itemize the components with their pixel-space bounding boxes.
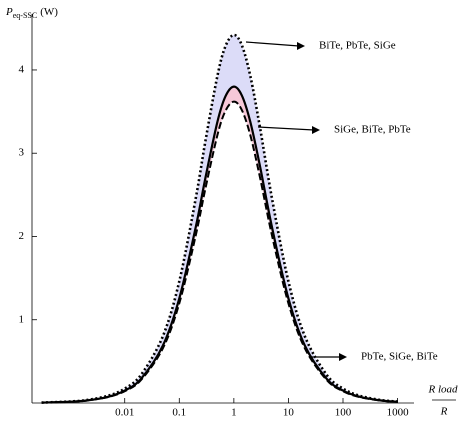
arrow-head bbox=[312, 126, 320, 134]
x-tick-label: 10 bbox=[283, 407, 295, 419]
x-tick-label: 1000 bbox=[387, 407, 410, 419]
y-label-unit: (W) bbox=[40, 6, 58, 18]
x-label-numerator: R load bbox=[427, 384, 458, 396]
annotation: SiGe, BiTe, PbTe bbox=[334, 124, 411, 136]
y-axis-label: Peq-SSC (W) bbox=[5, 6, 58, 20]
x-tick-label: 0.1 bbox=[172, 407, 186, 419]
arrow-head bbox=[297, 42, 305, 50]
x-label-denominator: R bbox=[440, 406, 448, 418]
arrow-head bbox=[339, 353, 347, 361]
x-tick-label: 1 bbox=[231, 407, 237, 419]
annotation: PbTe, SiGe, BiTe bbox=[361, 351, 438, 363]
y-label-sub: eq-SSC bbox=[13, 11, 37, 20]
y-tick-label: 1 bbox=[19, 313, 25, 325]
annotation: BiTe, PbTe, SiGe bbox=[319, 40, 396, 52]
annotation-arrow bbox=[257, 126, 315, 131]
x-tick-label: 0.01 bbox=[115, 407, 134, 419]
y-tick-label: 4 bbox=[19, 63, 25, 75]
y-label-main: P bbox=[5, 6, 13, 18]
annotation-arrow bbox=[245, 41, 300, 47]
y-tick-label: 2 bbox=[19, 230, 25, 242]
y-tick-label: 3 bbox=[19, 147, 25, 159]
band-fill bbox=[41, 34, 398, 403]
x-tick-label: 100 bbox=[335, 407, 352, 419]
series-line bbox=[41, 100, 398, 404]
